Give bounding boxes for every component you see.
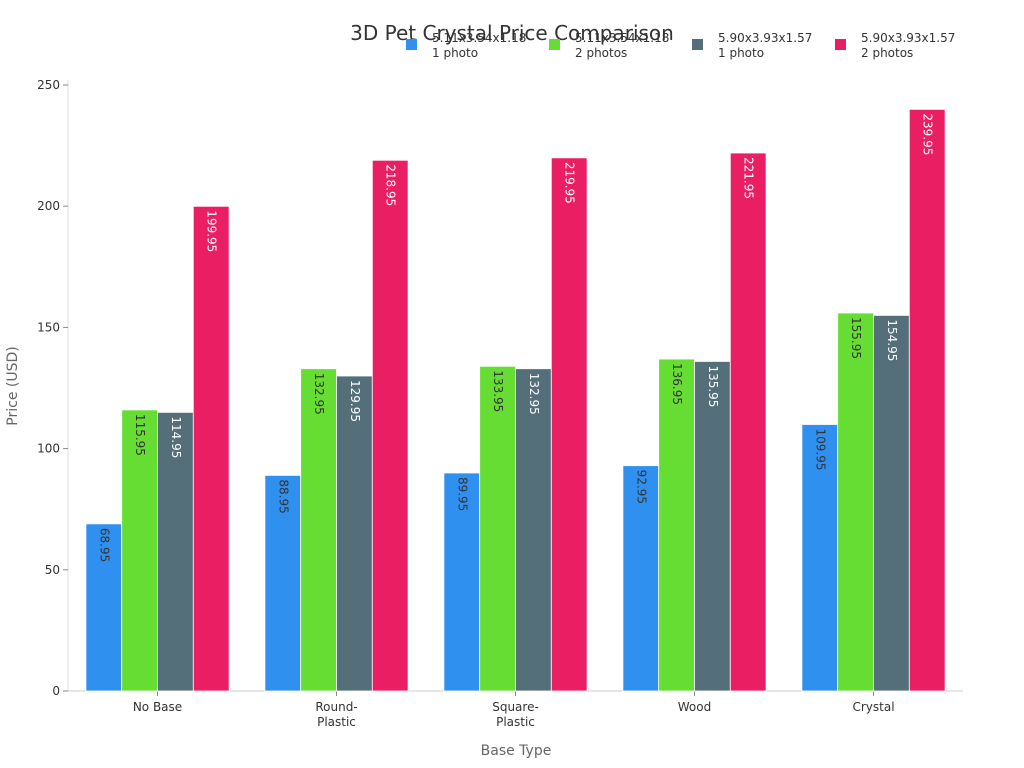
bar (550, 157, 588, 692)
bar (729, 152, 767, 692)
bar (801, 424, 839, 692)
bar-data-label: 114.95 (169, 416, 183, 458)
x-tick-label: No Base (133, 700, 182, 714)
bar-data-label: 199.95 (205, 210, 219, 252)
bar-data-label: 154.95 (885, 319, 899, 361)
y-tick-label: 150 (37, 320, 60, 334)
x-tick-label: Wood (678, 700, 711, 714)
legend-label: 5.90x3.93x1.57 2 photos (861, 31, 955, 60)
y-tick-label: 50 (45, 563, 60, 577)
legend-swatch (406, 39, 417, 50)
bar-data-label: 239.95 (921, 113, 935, 155)
bar-data-label: 219.95 (563, 162, 577, 204)
bar (85, 523, 123, 692)
bar-data-label: 218.95 (384, 164, 398, 206)
legend-swatch (835, 39, 846, 50)
bar-data-label: 89.95 (455, 477, 469, 511)
bar (515, 368, 552, 692)
bar (443, 472, 481, 692)
y-tick-label: 100 (37, 442, 60, 456)
bar (837, 312, 874, 692)
bar (873, 315, 910, 692)
bar-data-label: 221.95 (742, 157, 756, 199)
x-tick-label: Square-Plastic (492, 700, 539, 729)
bar-data-label: 109.95 (813, 428, 827, 470)
bar-data-label: 68.95 (97, 528, 111, 562)
x-tick-label: Crystal (852, 700, 894, 714)
legend-label: 5.90x3.93x1.57 1 photo (718, 31, 812, 60)
bar (336, 375, 373, 692)
bar (622, 465, 660, 692)
bar (694, 361, 731, 692)
bar (192, 205, 230, 692)
y-tick-label: 0 (52, 684, 60, 698)
bar-data-label: 129.95 (348, 380, 362, 422)
x-tick-label: Round-Plastic (315, 700, 357, 729)
y-tick-label: 250 (37, 78, 60, 92)
bar-data-label: 155.95 (849, 317, 863, 359)
x-axis-title: Base Type (481, 743, 552, 759)
y-tick-label: 200 (37, 199, 60, 213)
bar-data-label: 132.95 (312, 373, 326, 415)
legend-label: 5.11x3.54x1.18 2 photos (575, 31, 669, 60)
y-axis-title: Price (USD) (5, 346, 21, 425)
chart-legend: 5.11x3.54x1.18 1 photo 5.11x3.54x1.18 2 pho… (406, 31, 955, 60)
legend-swatch (692, 39, 703, 50)
bar (479, 365, 516, 692)
bar (658, 358, 695, 692)
bar-data-label: 92.95 (634, 470, 648, 504)
legend-label: 5.11x3.54x1.18 1 photo (432, 31, 526, 60)
chart-title: 3D Pet Crystal Price Comparison (350, 21, 674, 45)
legend-swatch (549, 39, 560, 50)
bar-data-label: 133.95 (491, 370, 505, 412)
bar-data-label: 88.95 (276, 479, 290, 513)
bar-data-label: 135.95 (706, 365, 720, 407)
bar-data-label: 115.95 (133, 414, 147, 456)
bar-data-label: 132.95 (527, 373, 541, 415)
bar-series-group: 68.95 88.95 89.95 92.95 109.95 115.95 132.95 13… (85, 108, 946, 692)
bar-data-label: 136.95 (670, 363, 684, 405)
bar (371, 159, 409, 692)
y-axis-ticks: 0 50 100 150 200 250 (37, 78, 68, 698)
bar (908, 108, 946, 692)
bar (157, 411, 194, 692)
bar (121, 409, 158, 692)
bar (264, 474, 302, 692)
bar (300, 368, 337, 692)
x-axis-ticks: No Base Round-Plastic Square-Plastic Wood Cr… (133, 691, 895, 729)
